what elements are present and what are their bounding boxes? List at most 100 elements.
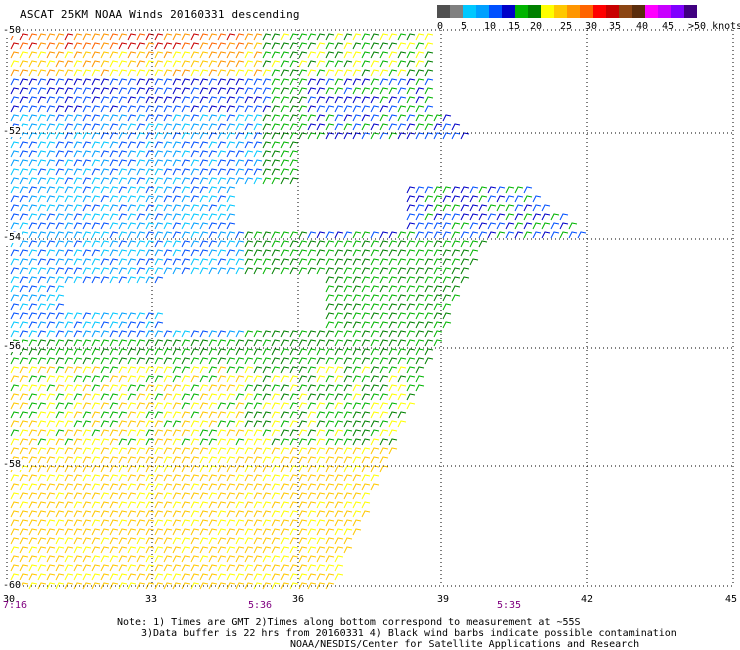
wind-barb: [154, 69, 164, 77]
wind-barb: [325, 429, 335, 437]
wind-barb: [433, 330, 443, 338]
wind-barb: [73, 348, 83, 356]
wind-barb: [235, 249, 245, 257]
wind-barb: [82, 267, 92, 275]
wind-barb: [46, 195, 56, 203]
wind-barb: [316, 519, 326, 527]
wind-barb: [91, 393, 101, 401]
wind-barb: [163, 519, 173, 527]
wind-barb: [307, 474, 317, 482]
wind-barb: [91, 87, 101, 95]
wind-barb: [217, 69, 227, 77]
wind-barb: [469, 213, 479, 221]
wind-barb: [370, 402, 380, 410]
wind-barb: [478, 222, 488, 230]
wind-barb: [28, 159, 38, 167]
wind-barb: [82, 402, 92, 410]
wind-barb: [289, 402, 299, 410]
wind-barb: [127, 456, 137, 464]
wind-barb: [163, 204, 173, 212]
wind-barb: [208, 366, 218, 374]
wind-barb: [262, 231, 272, 239]
wind-barb: [109, 231, 119, 239]
wind-barb: [325, 231, 335, 239]
wind-barb: [37, 519, 47, 527]
wind-barb: [172, 519, 182, 527]
wind-barb: [235, 573, 245, 581]
wind-barb: [298, 429, 308, 437]
wind-barb: [154, 33, 164, 41]
wind-barb: [235, 474, 245, 482]
wind-barb: [46, 321, 56, 329]
wind-barb: [19, 240, 29, 248]
wind-barb: [406, 114, 416, 122]
wind-barb: [550, 222, 560, 230]
wind-barb: [280, 564, 290, 572]
wind-barb: [109, 105, 119, 113]
wind-barb: [82, 555, 92, 563]
wind-barb: [298, 78, 308, 86]
wind-barb: [82, 528, 92, 536]
wind-barb: [136, 375, 146, 383]
wind-barb: [181, 240, 191, 248]
wind-barb: [244, 249, 254, 257]
wind-barb: [280, 123, 290, 131]
wind-barb: [289, 384, 299, 392]
wind-barb: [154, 339, 164, 347]
wind-barb: [82, 483, 92, 491]
wind-barb: [424, 87, 434, 95]
wind-barb: [325, 267, 335, 275]
scale-swatch: [515, 5, 528, 18]
wind-barb: [172, 537, 182, 545]
wind-barb: [253, 375, 263, 383]
wind-barb: [325, 132, 335, 140]
wind-barb: [163, 339, 173, 347]
wind-barb: [64, 393, 74, 401]
wind-barb: [271, 447, 281, 455]
wind-barb: [217, 528, 227, 536]
wind-barb: [28, 204, 38, 212]
wind-barb: [37, 402, 47, 410]
wind-barb: [82, 123, 92, 131]
wind-barb: [334, 564, 344, 572]
wind-barb: [415, 330, 425, 338]
wind-barb: [73, 528, 83, 536]
wind-barb: [460, 267, 470, 275]
wind-barb: [235, 420, 245, 428]
wind-barb: [118, 150, 128, 158]
wind-barb: [181, 231, 191, 239]
wind-barb: [280, 96, 290, 104]
wind-barb: [307, 492, 317, 500]
wind-barb: [82, 510, 92, 518]
wind-barb: [181, 366, 191, 374]
wind-barb: [109, 33, 119, 41]
wind-barb: [46, 51, 56, 59]
wind-barb: [46, 204, 56, 212]
wind-barb: [334, 528, 344, 536]
wind-barb: [100, 51, 110, 59]
wind-barb: [226, 177, 236, 185]
wind-barb: [370, 447, 380, 455]
wind-barb: [199, 195, 209, 203]
wind-barb: [172, 366, 182, 374]
wind-barb: [145, 51, 155, 59]
wind-barb: [181, 546, 191, 554]
wind-barb: [208, 339, 218, 347]
wind-barb: [136, 96, 146, 104]
wind-barb: [64, 321, 74, 329]
wind-barb: [19, 87, 29, 95]
wind-barb: [145, 267, 155, 275]
wind-barb: [325, 411, 335, 419]
wind-barb: [298, 366, 308, 374]
wind-barb: [316, 123, 326, 131]
wind-barb: [82, 204, 92, 212]
wind-barb: [64, 186, 74, 194]
wind-barb: [451, 204, 461, 212]
lat-label-56: -56: [2, 341, 23, 352]
wind-barb: [55, 267, 65, 275]
wind-barb: [388, 78, 398, 86]
wind-barb: [118, 438, 128, 446]
wind-barb: [100, 42, 110, 50]
wind-barb: [325, 78, 335, 86]
wind-barb: [226, 492, 236, 500]
